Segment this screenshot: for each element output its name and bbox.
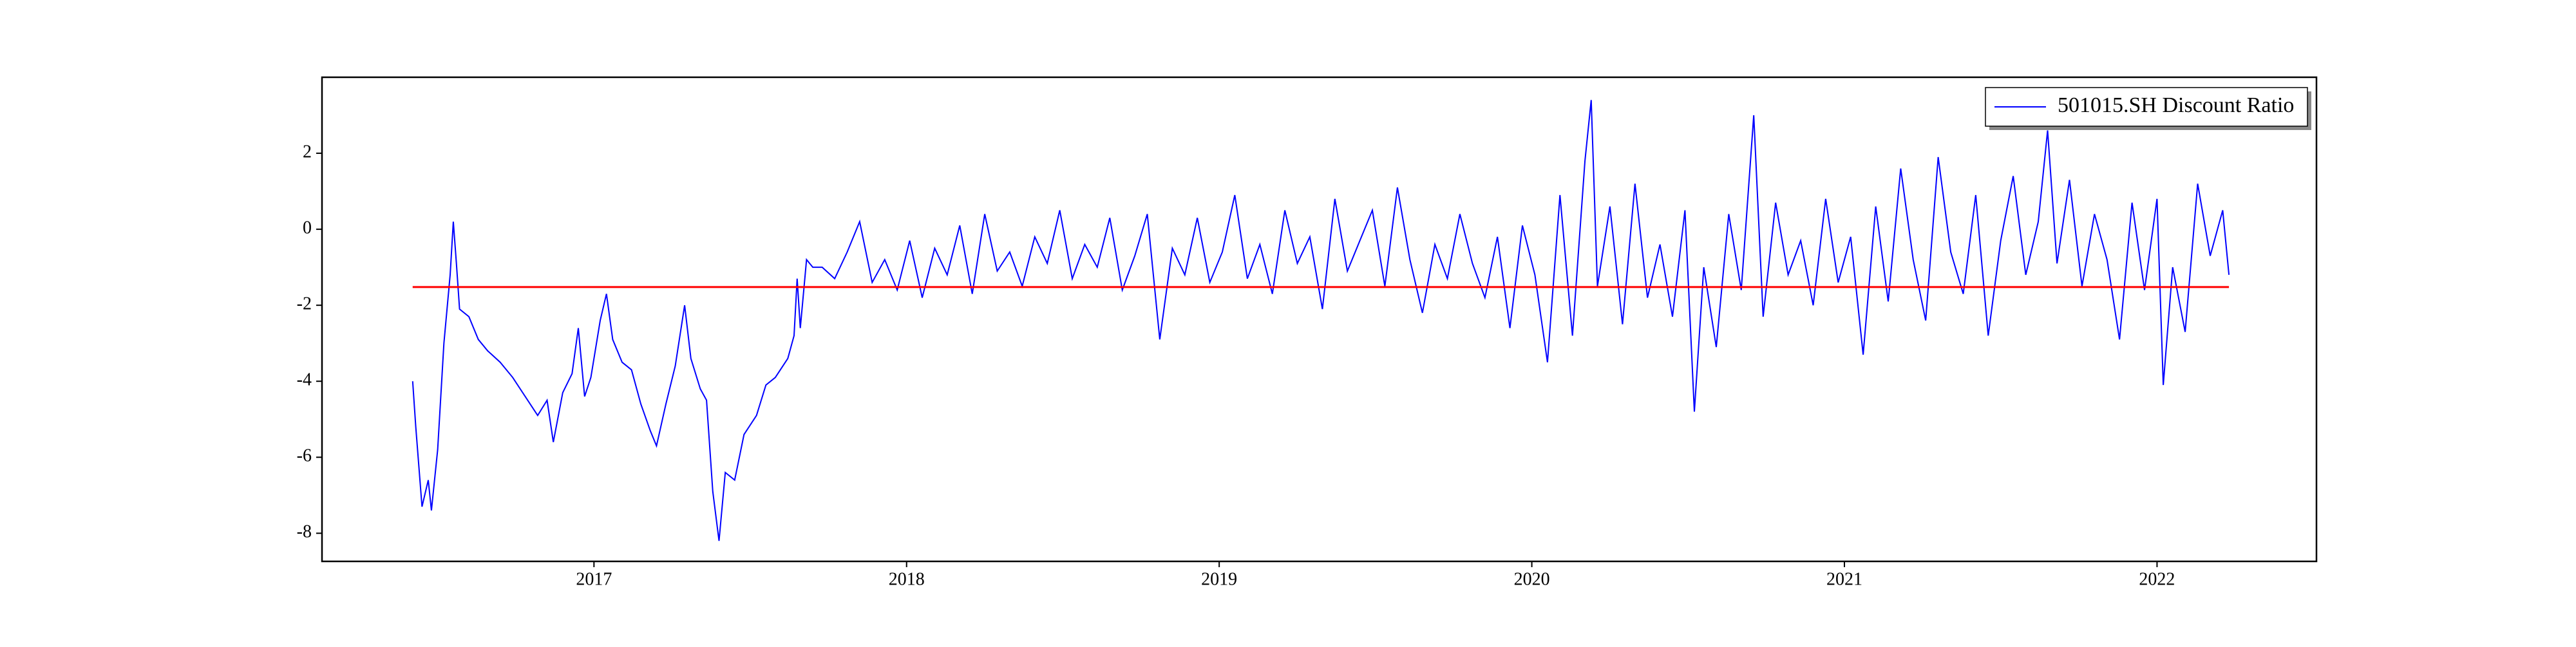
x-tick-label: 2020 [1514, 569, 1550, 589]
plot-frame [321, 76, 2318, 563]
x-tick-label: 2018 [889, 569, 925, 589]
y-tick-label: -6 [297, 446, 312, 466]
x-tick-label: 2017 [576, 569, 612, 589]
y-tick-label: -4 [297, 370, 312, 390]
y-tick-label: -8 [297, 522, 312, 542]
x-tick-label: 2022 [2139, 569, 2175, 589]
y-tick-label: 0 [303, 218, 312, 238]
y-tick-label: -2 [297, 294, 312, 314]
legend-label: 501015.SH Discount Ratio [2058, 93, 2294, 117]
data-line [412, 100, 2230, 541]
x-tick-label: 2019 [1201, 569, 1237, 589]
y-tick-label: 2 [303, 142, 312, 162]
x-tick-label: 2021 [1826, 569, 1862, 589]
